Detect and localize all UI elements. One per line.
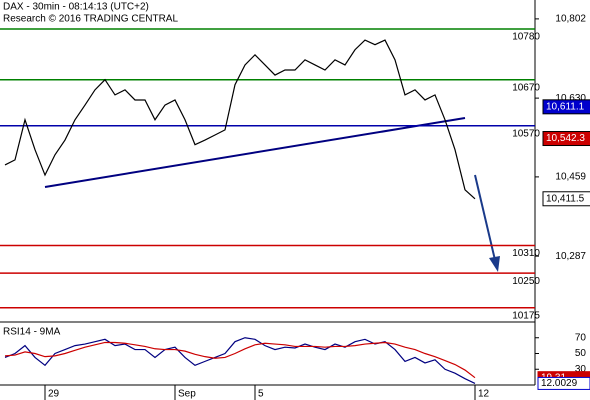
level-label: 10780 xyxy=(512,32,540,43)
x-tick-label: 12 xyxy=(478,389,490,400)
rsi-marker-label: 12.0029 xyxy=(541,378,578,389)
y-tick-label: 50 xyxy=(575,348,587,359)
price-marker-label: 10,611.1 xyxy=(546,101,585,112)
y-tick-label: 10,802 xyxy=(555,14,586,25)
level-label: 10250 xyxy=(512,276,540,287)
level-label: 10310 xyxy=(512,248,540,259)
trend-line xyxy=(44,117,466,188)
level-label: 10570 xyxy=(512,128,540,139)
y-tick-label: 10,287 xyxy=(555,251,586,262)
y-tick-label: 10,459 xyxy=(555,172,586,183)
price-marker-label: 10,411.5 xyxy=(546,193,585,204)
series-line xyxy=(4,341,476,379)
level-label: 10670 xyxy=(512,82,540,93)
x-tick-label: Sep xyxy=(178,389,196,400)
chart-subtitle: Research © 2016 TRADING CENTRAL xyxy=(3,14,178,25)
price-marker xyxy=(542,191,590,207)
level-label: 10175 xyxy=(512,310,540,321)
y-tick-label: 30 xyxy=(575,364,587,375)
price-marker xyxy=(542,131,590,147)
arrow-head xyxy=(489,256,500,272)
series-line xyxy=(4,337,476,384)
y-tick-label: 10,630 xyxy=(555,93,586,104)
x-tick-label: 5 xyxy=(258,389,264,400)
price-marker xyxy=(542,99,590,115)
price-marker-label: 10,542.3 xyxy=(546,133,585,144)
x-tick-label: 29 xyxy=(48,389,60,400)
series-line xyxy=(4,39,476,200)
y-tick-label: 70 xyxy=(575,332,587,343)
rsi-marker xyxy=(537,376,590,390)
chart-title: DAX - 30min - 08:14:13 (UTC+2) xyxy=(3,2,149,13)
rsi-title: RSI14 - 9MA xyxy=(3,327,61,338)
